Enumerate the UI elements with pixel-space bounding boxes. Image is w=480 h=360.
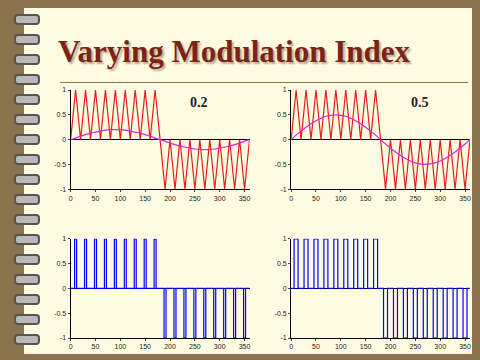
- svg-text:350: 350: [459, 343, 471, 350]
- svg-text:0.5: 0.5: [57, 260, 67, 267]
- svg-text:-0.5: -0.5: [275, 310, 287, 317]
- html-text:Varying Modulation Index: Varying Modulation Index: [58, 34, 410, 69]
- svg-text:300: 300: [214, 343, 226, 350]
- svg-text:100: 100: [114, 343, 126, 350]
- svg-text:200: 200: [385, 195, 397, 202]
- svg-text:150: 150: [360, 195, 372, 202]
- svg-text:0: 0: [69, 195, 73, 202]
- svg-text:150: 150: [139, 343, 151, 350]
- svg-text:1: 1: [62, 235, 66, 242]
- svg-text:0: 0: [283, 136, 287, 143]
- svg-text:250: 250: [409, 195, 421, 202]
- svg-text:0: 0: [289, 343, 293, 350]
- svg-text:50: 50: [92, 195, 100, 202]
- svg-text:350: 350: [239, 343, 251, 350]
- svg-text:100: 100: [114, 195, 126, 202]
- svg-text:0.5: 0.5: [277, 260, 287, 267]
- svg-text:200: 200: [164, 195, 176, 202]
- svg-text:50: 50: [92, 343, 100, 350]
- svg-text:1: 1: [283, 235, 287, 242]
- svg-text:250: 250: [189, 343, 201, 350]
- svg-text:150: 150: [360, 343, 372, 350]
- svg-text:50: 50: [312, 343, 320, 350]
- svg-text:-1: -1: [280, 334, 286, 341]
- svg-text:-1: -1: [60, 186, 66, 193]
- svg-text:0: 0: [62, 285, 66, 292]
- svg-text:1: 1: [62, 86, 66, 93]
- svg-text:-0.5: -0.5: [54, 161, 66, 168]
- svg-text:200: 200: [385, 343, 397, 350]
- svg-text:300: 300: [434, 343, 446, 350]
- svg-text:300: 300: [214, 195, 226, 202]
- svg-text:0: 0: [289, 195, 293, 202]
- svg-text:0.5: 0.5: [411, 95, 429, 110]
- svg-text:200: 200: [164, 343, 176, 350]
- svg-text:0.2: 0.2: [190, 95, 208, 110]
- svg-text:250: 250: [189, 195, 201, 202]
- svg-text:350: 350: [459, 195, 471, 202]
- svg-text:100: 100: [335, 195, 347, 202]
- svg-text:0.5: 0.5: [277, 111, 287, 118]
- svg-text:100: 100: [335, 343, 347, 350]
- svg-text:0.5: 0.5: [57, 111, 67, 118]
- svg-text:-1: -1: [60, 334, 66, 341]
- svg-text:1: 1: [283, 86, 287, 93]
- svg-text:0: 0: [62, 136, 66, 143]
- svg-text:350: 350: [239, 195, 251, 202]
- svg-text:-0.5: -0.5: [275, 161, 287, 168]
- svg-text:250: 250: [409, 343, 421, 350]
- svg-text:-0.5: -0.5: [54, 310, 66, 317]
- svg-text:150: 150: [139, 195, 151, 202]
- svg-text:50: 50: [312, 195, 320, 202]
- svg-text:0: 0: [69, 343, 73, 350]
- svg-text:0: 0: [283, 285, 287, 292]
- svg-text:300: 300: [434, 195, 446, 202]
- svg-text:-1: -1: [280, 186, 286, 193]
